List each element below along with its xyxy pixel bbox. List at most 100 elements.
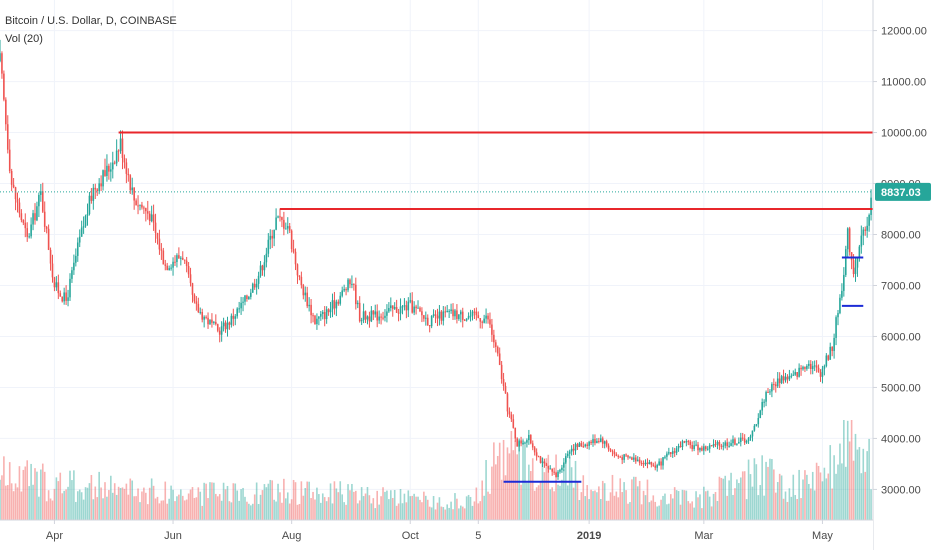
candle-body bbox=[633, 457, 635, 460]
volume-bar bbox=[485, 459, 487, 520]
candle-body bbox=[108, 165, 110, 172]
volume-bar bbox=[368, 495, 371, 520]
candle-body bbox=[16, 199, 19, 203]
candle-body bbox=[49, 249, 52, 264]
candle-body bbox=[286, 226, 289, 229]
volume-bar bbox=[185, 499, 188, 520]
volume-bar bbox=[741, 471, 744, 520]
volume-bar bbox=[10, 483, 13, 520]
volume-bar bbox=[613, 495, 616, 520]
candle-body bbox=[174, 261, 176, 263]
volume-bar bbox=[780, 475, 783, 520]
time-tick-label: May bbox=[812, 530, 833, 542]
candle-body bbox=[570, 448, 573, 452]
volume-bar bbox=[654, 501, 657, 520]
volume-bar bbox=[24, 466, 27, 520]
candle-body bbox=[195, 301, 198, 304]
volume-bar bbox=[180, 489, 182, 520]
candle-body bbox=[568, 451, 571, 454]
candle-body bbox=[73, 262, 75, 271]
volume-bar bbox=[73, 470, 75, 520]
volume-bar bbox=[283, 478, 285, 520]
candle-body bbox=[378, 316, 380, 321]
candle-body bbox=[28, 236, 30, 238]
volume-bar bbox=[755, 464, 758, 520]
candle-body bbox=[335, 301, 338, 309]
volume-bar bbox=[364, 493, 367, 520]
candle-body bbox=[323, 312, 326, 320]
time-tick-label: Oct bbox=[402, 530, 419, 542]
volume-bar bbox=[59, 472, 62, 520]
volume-bar bbox=[393, 489, 396, 520]
candle-body bbox=[47, 228, 50, 250]
candle-body bbox=[176, 255, 178, 263]
volume-indicator-label[interactable]: Vol (20) bbox=[5, 33, 43, 45]
candle-body bbox=[625, 454, 627, 456]
candle-body bbox=[185, 260, 188, 267]
candle-body bbox=[522, 443, 524, 445]
candle-body bbox=[178, 255, 180, 259]
volume-bar bbox=[868, 438, 870, 520]
volume-bar bbox=[178, 494, 180, 520]
volume-bar bbox=[131, 480, 134, 520]
candle-body bbox=[487, 315, 489, 320]
volume-bar bbox=[734, 488, 736, 520]
candle-body bbox=[432, 314, 435, 316]
candle-body bbox=[815, 365, 818, 368]
volume-bar bbox=[16, 487, 19, 520]
candle-body bbox=[356, 302, 359, 305]
volume-bar bbox=[343, 502, 345, 520]
candlesticks bbox=[0, 39, 872, 480]
candle-body bbox=[158, 238, 161, 250]
volume-bar bbox=[1, 475, 3, 520]
volume-bar bbox=[242, 487, 244, 520]
volume-bar bbox=[640, 504, 643, 520]
candle-body bbox=[601, 438, 604, 444]
candle-body bbox=[425, 317, 427, 319]
candle-body bbox=[463, 319, 466, 321]
volume-bar bbox=[397, 503, 400, 520]
candle-body bbox=[8, 149, 11, 172]
volume-bar bbox=[358, 500, 361, 520]
candle-body bbox=[281, 217, 283, 220]
volume-bar bbox=[557, 484, 559, 520]
candle-body bbox=[613, 451, 616, 455]
symbol-title[interactable]: Bitcoin / U.S. Dollar, D, COINBASE bbox=[5, 15, 177, 27]
candle-body bbox=[417, 307, 419, 309]
candle-body bbox=[172, 261, 174, 268]
candle-body bbox=[376, 311, 378, 321]
volume-bar bbox=[739, 477, 742, 520]
volume-bar bbox=[483, 495, 485, 520]
volume-bar bbox=[687, 501, 690, 520]
volume-bar bbox=[18, 466, 21, 520]
volume-bar bbox=[164, 481, 167, 520]
volume-bar bbox=[555, 454, 557, 520]
volume-bar bbox=[862, 448, 865, 520]
candle-body bbox=[839, 297, 841, 314]
volume-bar bbox=[646, 479, 649, 520]
candle-body bbox=[40, 191, 42, 195]
candle-body bbox=[55, 282, 58, 288]
candle-body bbox=[598, 441, 600, 443]
candle-body bbox=[92, 187, 95, 201]
volume-bar bbox=[792, 474, 795, 520]
candle-body bbox=[218, 330, 221, 335]
candle-body bbox=[117, 150, 120, 152]
volume-bar bbox=[566, 485, 569, 520]
candle-body bbox=[100, 183, 102, 187]
volume-bar bbox=[205, 483, 207, 520]
volume-bar bbox=[199, 491, 202, 520]
volume-bar bbox=[712, 493, 715, 520]
price-tick-label: 4000.00 bbox=[881, 433, 921, 445]
volume-bar bbox=[362, 496, 365, 520]
volume-bar bbox=[71, 480, 73, 520]
price-axis[interactable] bbox=[873, 0, 932, 550]
time-axis[interactable] bbox=[0, 520, 873, 550]
candle-body bbox=[790, 375, 793, 377]
volume-bar bbox=[601, 480, 604, 520]
volume-bar bbox=[108, 490, 110, 520]
candle-body bbox=[699, 447, 701, 451]
candle-body bbox=[362, 311, 365, 321]
volume-bar bbox=[547, 454, 550, 520]
